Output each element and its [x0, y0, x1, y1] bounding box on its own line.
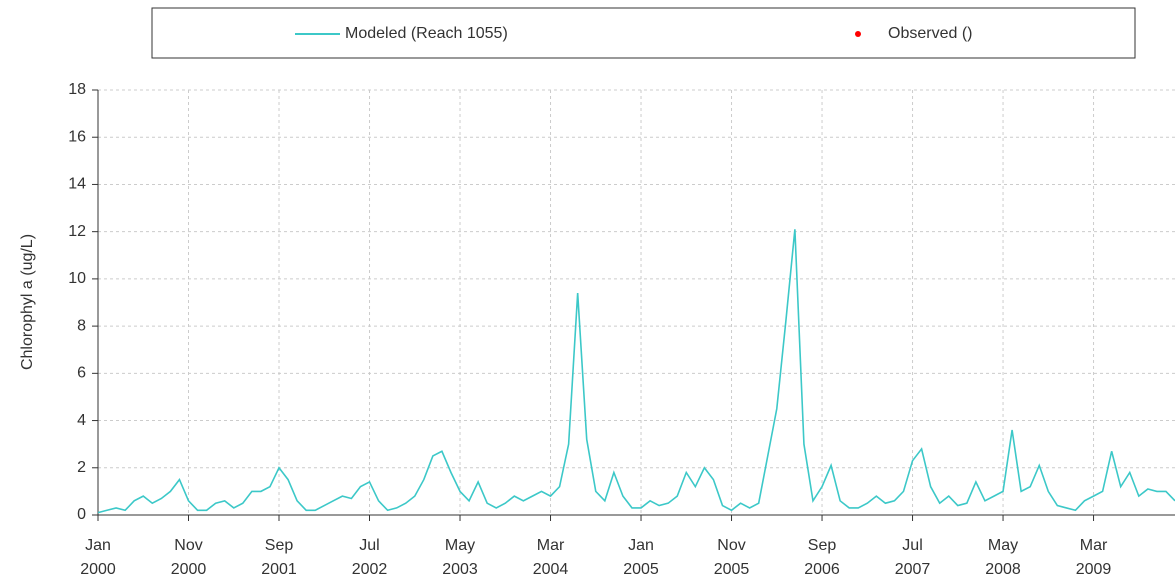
y-tick-label: 18 — [68, 81, 86, 98]
y-axis-label: Chlorophyl a (ug/L) — [19, 234, 36, 370]
x-tick-label: Mar — [1080, 537, 1108, 554]
y-tick-label: 8 — [77, 317, 86, 334]
x-tick-label: Jan — [85, 537, 111, 554]
x-tick-label: Jul — [359, 537, 379, 554]
x-tick-label: Sep — [265, 537, 294, 554]
x-tick-label: May — [445, 537, 475, 554]
y-tick-label: 10 — [68, 270, 86, 287]
legend-label: Observed () — [888, 25, 972, 42]
x-tick-label: 2001 — [261, 561, 297, 578]
x-tick-label: 2005 — [714, 561, 750, 578]
x-tick-label: 2006 — [804, 561, 840, 578]
x-tick-label: 2002 — [352, 561, 388, 578]
y-tick-label: 0 — [77, 506, 86, 523]
x-tick-label: 2000 — [171, 561, 207, 578]
y-tick-label: 12 — [68, 223, 86, 240]
x-tick-label: May — [988, 537, 1018, 554]
x-tick-label: 2005 — [623, 561, 659, 578]
y-tick-label: 2 — [77, 459, 86, 476]
y-tick-label: 16 — [68, 128, 86, 145]
x-tick-label: 2000 — [80, 561, 116, 578]
y-tick-label: 14 — [68, 176, 86, 193]
x-tick-label: Jan — [628, 537, 654, 554]
x-tick-label: 2009 — [1076, 561, 1112, 578]
data-line — [97, 229, 1175, 514]
x-tick-label: 2003 — [442, 561, 478, 578]
x-tick-label: Nov — [717, 537, 745, 554]
x-tick-label: Jul — [902, 537, 922, 554]
legend-swatch — [855, 31, 861, 37]
y-tick-label: 4 — [77, 412, 86, 429]
x-tick-label: 2008 — [985, 561, 1021, 578]
y-tick-label: 6 — [77, 365, 86, 382]
x-tick-label: 2007 — [895, 561, 931, 578]
x-tick-label: Sep — [808, 537, 837, 554]
x-tick-label: Mar — [537, 537, 565, 554]
x-tick-label: Nov — [174, 537, 202, 554]
x-tick-label: 2004 — [533, 561, 569, 578]
legend-label: Modeled (Reach 1055) — [345, 25, 508, 42]
